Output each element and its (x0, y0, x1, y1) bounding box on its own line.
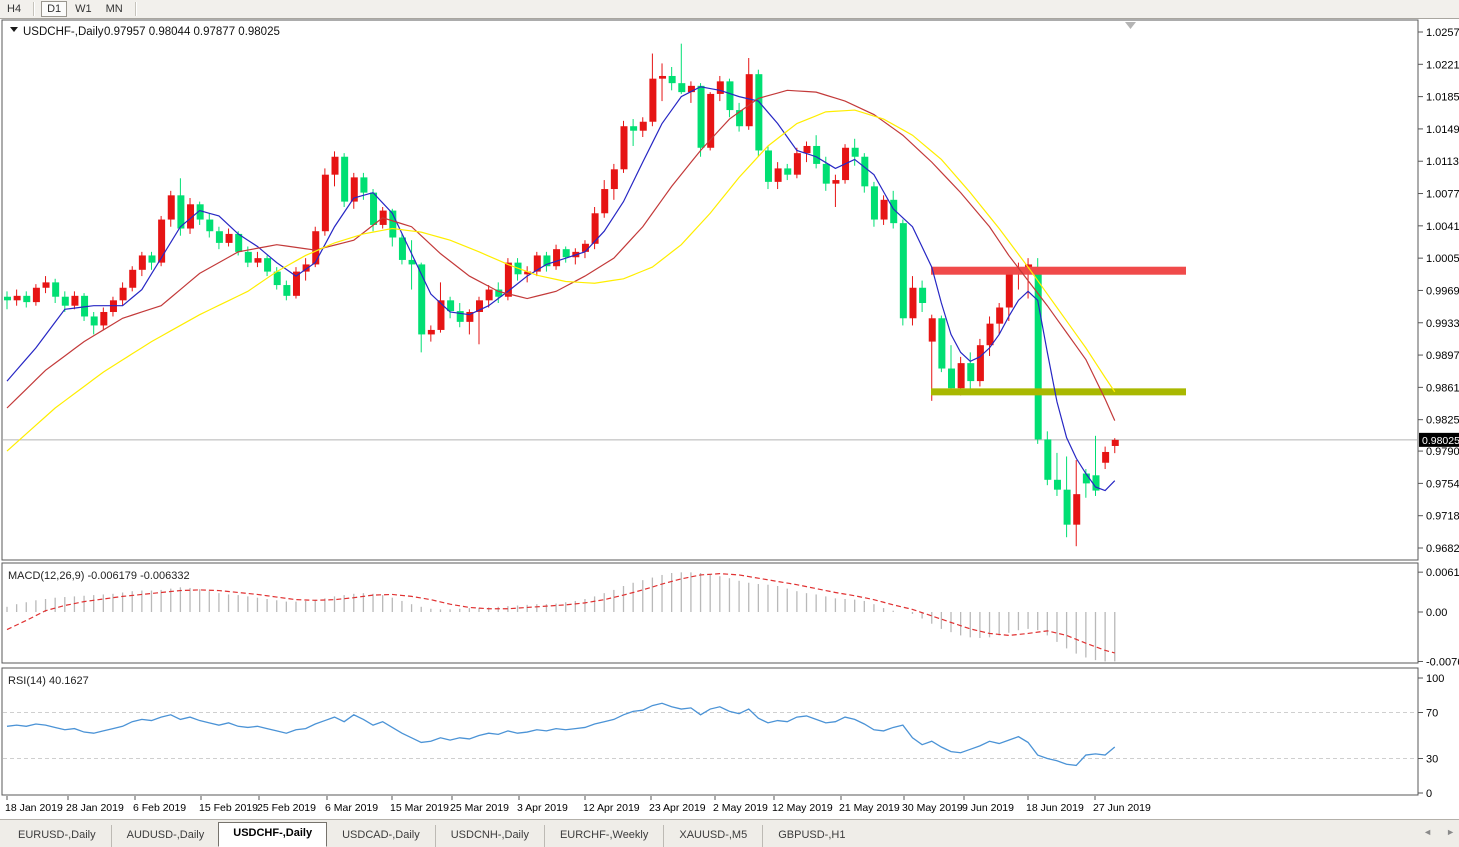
svg-text:0.00: 0.00 (1426, 607, 1447, 619)
svg-text:70: 70 (1426, 708, 1438, 720)
chart-shift-marker-icon[interactable] (1125, 22, 1136, 29)
tab-usdcad-daily[interactable]: USDCAD-,Daily (326, 825, 435, 847)
svg-text:25 Feb 2019: 25 Feb 2019 (257, 802, 316, 814)
svg-text:30: 30 (1426, 754, 1438, 766)
svg-text:2 May 2019: 2 May 2019 (713, 802, 768, 814)
svg-text:0.98025: 0.98025 (1422, 435, 1459, 447)
moving-average-lines (6, 86, 1116, 492)
svg-text:15 Mar 2019: 15 Mar 2019 (390, 802, 449, 814)
timeframe-toolbar: H4 D1 W1 MN (0, 0, 1459, 19)
rsi-label: RSI(14) 40.1627 (8, 675, 89, 687)
svg-text:30 May 2019: 30 May 2019 (902, 802, 963, 814)
svg-text:1.01490: 1.01490 (1426, 124, 1459, 136)
svg-text:12 May 2019: 12 May 2019 (772, 802, 833, 814)
tab-eurusd-daily[interactable]: EURUSD-,Daily (18, 829, 96, 841)
svg-text:1.02210: 1.02210 (1426, 59, 1459, 71)
svg-text:12 Apr 2019: 12 Apr 2019 (583, 802, 640, 814)
svg-text:9 Jun 2019: 9 Jun 2019 (962, 802, 1014, 814)
rsi-scale: 100 70 30 0 (1418, 673, 1444, 800)
tab-xauusd-m5[interactable]: XAUUSD-,M5 (663, 825, 762, 847)
svg-text:1.02570: 1.02570 (1426, 27, 1459, 39)
price-scale[interactable]: 1.02570 1.02210 1.01850 1.01490 1.01130 1.007… (1418, 27, 1459, 555)
tab-scrollbar: ◄ ► (1423, 826, 1455, 838)
svg-text:18 Jun 2019: 18 Jun 2019 (1026, 802, 1084, 814)
svg-text:1.00410: 1.00410 (1426, 221, 1459, 233)
svg-text:1.01130: 1.01130 (1426, 156, 1459, 168)
macd-indicator (6, 572, 1116, 662)
symbol-tabs: EURUSD-,Daily AUDUSD-,Daily USDCHF-,Daily U… (3, 820, 860, 847)
svg-text:3 Apr 2019: 3 Apr 2019 (517, 802, 568, 814)
svg-text:28 Jan 2019: 28 Jan 2019 (66, 802, 124, 814)
svg-text:25 Mar 2019: 25 Mar 2019 (450, 802, 509, 814)
macd-scale: 0.00613 0.00 -0.007612 (1418, 567, 1459, 668)
tab-gbpusd-h1[interactable]: GBPUSD-,H1 (762, 825, 860, 847)
tab-audusd-daily[interactable]: AUDUSD-,Daily (110, 825, 220, 847)
timeframe-mn-button[interactable]: MN (105, 3, 123, 15)
tab-scroll-right-icon[interactable]: ► (1446, 827, 1455, 837)
timeframe-h4-button[interactable]: H4 (7, 3, 22, 15)
chart-ohlc-values: 0.97957 0.98044 0.97877 0.98025 (104, 26, 280, 38)
svg-text:6 Mar 2019: 6 Mar 2019 (325, 802, 378, 814)
support-line (931, 388, 1186, 396)
current-price-tag: 0.98025 (1419, 432, 1459, 447)
svg-text:23 Apr 2019: 23 Apr 2019 (649, 802, 706, 814)
svg-text:15 Feb 2019: 15 Feb 2019 (199, 802, 258, 814)
svg-text:1.01850: 1.01850 (1426, 92, 1459, 104)
toolbar-separator (134, 2, 137, 16)
toolbar-separator (33, 2, 36, 16)
chart-menu-icon[interactable] (10, 27, 18, 32)
svg-text:18 Jan 2019: 18 Jan 2019 (5, 802, 63, 814)
support-resistance-bands[interactable] (931, 266, 1186, 396)
macd-label: MACD(12,26,9) -0.006179 -0.006332 (8, 570, 190, 582)
tab-usdcnh-daily[interactable]: USDCNH-,Daily (434, 825, 544, 847)
svg-text:21 May 2019: 21 May 2019 (839, 802, 900, 814)
timeframe-w1-button[interactable]: W1 (75, 3, 92, 15)
rsi-pane[interactable] (1, 667, 1419, 796)
svg-text:27 Jun 2019: 27 Jun 2019 (1093, 802, 1151, 814)
rsi-indicator (3, 702, 1417, 767)
svg-text:-0.007612: -0.007612 (1426, 656, 1459, 668)
svg-text:1.00770: 1.00770 (1426, 189, 1459, 201)
tab-scroll-left-icon[interactable]: ◄ (1423, 827, 1433, 837)
svg-text:100: 100 (1426, 673, 1444, 685)
tab-usdchf-daily[interactable]: USDCHF-,Daily (218, 822, 328, 847)
symbol-tabbar: EURUSD-,Daily AUDUSD-,Daily USDCHF-,Daily U… (0, 819, 1459, 847)
svg-text:6 Feb 2019: 6 Feb 2019 (133, 802, 186, 814)
timeframe-d1-button[interactable]: D1 (41, 1, 68, 17)
chart-title: USDCHF-,Daily (23, 26, 104, 38)
date-axis[interactable]: 18 Jan 2019 28 Jan 2019 6 Feb 2019 15 Feb 2… (5, 796, 1151, 814)
svg-text:0: 0 (1426, 788, 1432, 800)
svg-text:0.00613: 0.00613 (1426, 567, 1459, 579)
resistance-line (931, 266, 1186, 275)
tab-eurchf-weekly[interactable]: EURCHF-,Weekly (543, 825, 663, 847)
